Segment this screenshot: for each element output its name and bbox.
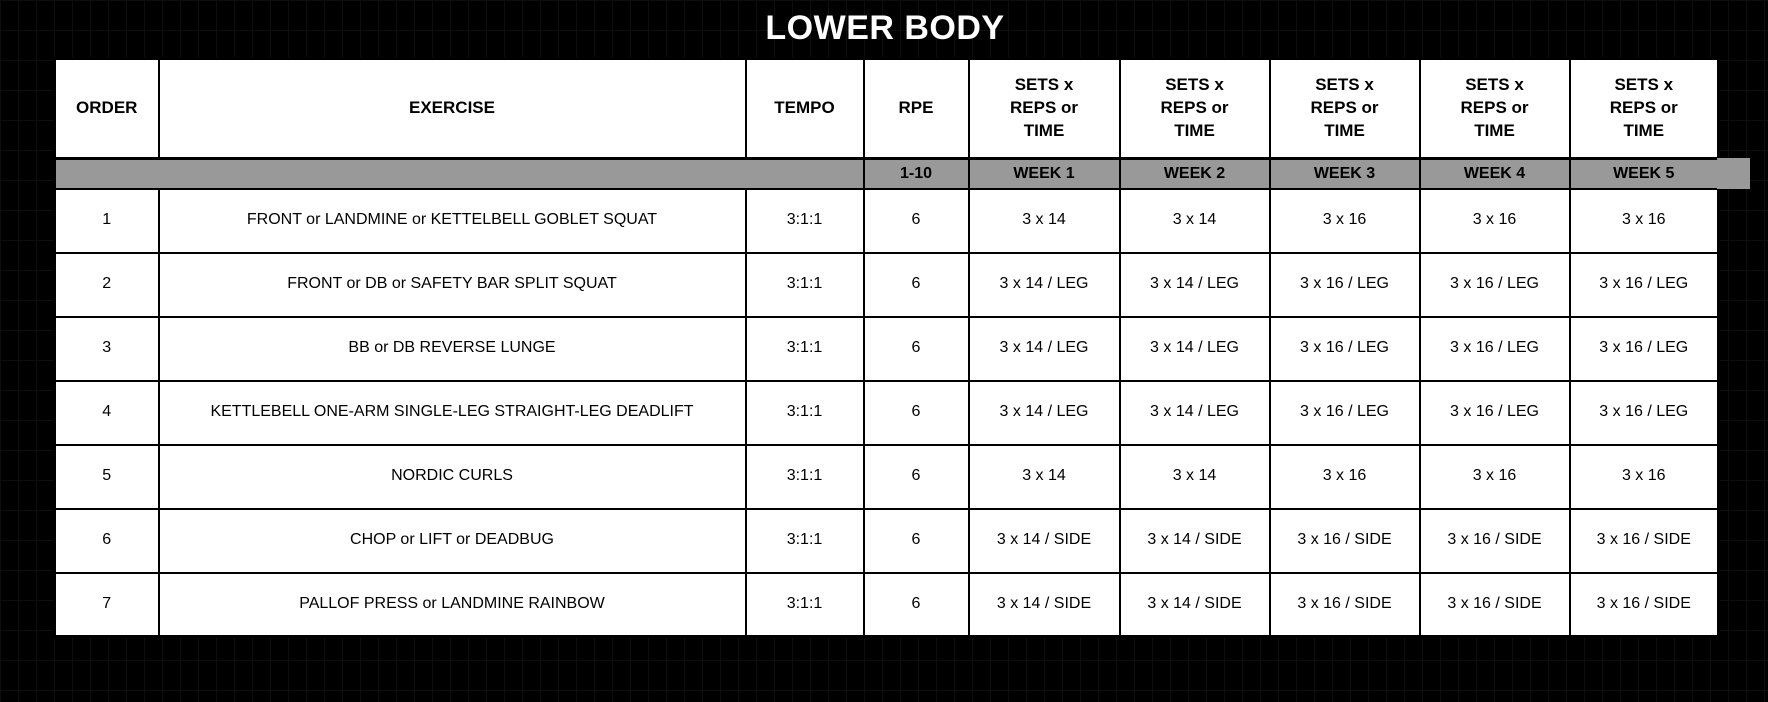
subheader-spacer	[53, 157, 865, 190]
week-3-value-cell: 3 x 16 / LEG	[1268, 315, 1421, 382]
week-4-value-cell: 3 x 16	[1418, 187, 1571, 254]
header-week-4-label: SETS x REPS or TIME	[1460, 75, 1529, 140]
header-order: ORDER	[53, 57, 160, 160]
header-exercise: EXERCISE	[157, 57, 747, 160]
tempo-cell: 3:1:1	[744, 571, 865, 638]
table-row: 2 FRONT or DB or SAFETY BAR SPLIT SQUAT …	[53, 251, 1720, 318]
rpe-cell: 6	[862, 507, 970, 574]
week-3-value-cell: 3 x 16	[1268, 187, 1421, 254]
week-3-value-cell: 3 x 16	[1268, 443, 1421, 510]
rpe-cell: 6	[862, 571, 970, 638]
rpe-cell: 6	[862, 379, 970, 446]
subheader-week-3: WEEK 3	[1268, 157, 1421, 190]
page-title: LOWER BODY	[765, 9, 1005, 47]
week-3-value-cell: 3 x 16 / SIDE	[1268, 507, 1421, 574]
exercise-cell: KETTLEBELL ONE-ARM SINGLE-LEG STRAIGHT-L…	[157, 379, 747, 446]
header-week-1: SETS x REPS or TIME	[967, 57, 1121, 160]
subheader-week-5: WEEK 5	[1568, 157, 1720, 190]
week-2-value-cell: 3 x 14 / LEG	[1118, 379, 1271, 446]
header-week-2: SETS x REPS or TIME	[1118, 57, 1271, 160]
week-1-value-cell: 3 x 14	[967, 443, 1121, 510]
subheader-week-1: WEEK 1	[967, 157, 1121, 190]
order-cell: 6	[53, 507, 160, 574]
week-4-value-cell: 3 x 16	[1418, 443, 1571, 510]
table-row: 4 KETTLEBELL ONE-ARM SINGLE-LEG STRAIGHT…	[53, 379, 1720, 446]
header-week-3: SETS x REPS or TIME	[1268, 57, 1421, 160]
week-1-value-cell: 3 x 14 / SIDE	[967, 571, 1121, 638]
header-week-3-label: SETS x REPS or TIME	[1310, 75, 1379, 140]
workout-table: ORDER EXERCISE TEMPO RPE SETS x REPS or …	[53, 57, 1720, 638]
exercise-cell: NORDIC CURLS	[157, 443, 747, 510]
order-cell: 1	[53, 187, 160, 254]
tempo-cell: 3:1:1	[744, 379, 865, 446]
header-tempo: TEMPO	[744, 57, 865, 160]
table-row: 3 BB or DB REVERSE LUNGE 3:1:1 6 3 x 14 …	[53, 315, 1720, 382]
week-2-value-cell: 3 x 14	[1118, 187, 1271, 254]
week-1-value-cell: 3 x 14	[967, 187, 1121, 254]
tempo-cell: 3:1:1	[744, 251, 865, 318]
table-row: 6 CHOP or LIFT or DEADBUG 3:1:1 6 3 x 14…	[53, 507, 1720, 574]
order-cell: 3	[53, 315, 160, 382]
exercise-cell: CHOP or LIFT or DEADBUG	[157, 507, 747, 574]
rpe-cell: 6	[862, 443, 970, 510]
week-5-value-cell: 3 x 16 / LEG	[1568, 379, 1720, 446]
week-5-value-cell: 3 x 16 / SIDE	[1568, 571, 1720, 638]
week-2-value-cell: 3 x 14	[1118, 443, 1271, 510]
header-week-5-label: SETS x REPS or TIME	[1609, 75, 1678, 140]
week-2-value-cell: 3 x 14 / LEG	[1118, 315, 1271, 382]
week-3-value-cell: 3 x 16 / SIDE	[1268, 571, 1421, 638]
week-2-value-cell: 3 x 14 / SIDE	[1118, 571, 1271, 638]
week-1-value-cell: 3 x 14 / LEG	[967, 379, 1121, 446]
header-week-1-label: SETS x REPS or TIME	[1009, 75, 1079, 140]
week-2-value-cell: 3 x 14 / SIDE	[1118, 507, 1271, 574]
week-4-value-cell: 3 x 16 / LEG	[1418, 315, 1571, 382]
tempo-cell: 3:1:1	[744, 315, 865, 382]
week-5-value-cell: 3 x 16 / LEG	[1568, 315, 1720, 382]
week-3-value-cell: 3 x 16 / LEG	[1268, 251, 1421, 318]
subheader-band-overhang	[1717, 158, 1750, 189]
order-cell: 4	[53, 379, 160, 446]
week-5-value-cell: 3 x 16	[1568, 187, 1720, 254]
week-3-value-cell: 3 x 16 / LEG	[1268, 379, 1421, 446]
order-cell: 7	[53, 571, 160, 638]
week-5-value-cell: 3 x 16 / LEG	[1568, 251, 1720, 318]
header-week-2-label: SETS x REPS or TIME	[1160, 75, 1229, 140]
rpe-cell: 6	[862, 315, 970, 382]
exercise-cell: FRONT or LANDMINE or KETTELBELL GOBLET S…	[157, 187, 747, 254]
table-row: 1 FRONT or LANDMINE or KETTELBELL GOBLET…	[53, 187, 1720, 254]
week-4-value-cell: 3 x 16 / SIDE	[1418, 571, 1571, 638]
week-5-value-cell: 3 x 16	[1568, 443, 1720, 510]
tempo-cell: 3:1:1	[744, 443, 865, 510]
rpe-cell: 6	[862, 187, 970, 254]
table-row: 7 PALLOF PRESS or LANDMINE RAINBOW 3:1:1…	[53, 571, 1720, 638]
week-4-value-cell: 3 x 16 / SIDE	[1418, 507, 1571, 574]
exercise-cell: FRONT or DB or SAFETY BAR SPLIT SQUAT	[157, 251, 747, 318]
order-cell: 5	[53, 443, 160, 510]
subheader-row: 1-10 WEEK 1 WEEK 2 WEEK 3 WEEK 4 WEEK 5	[53, 157, 1720, 190]
subheader-week-2: WEEK 2	[1118, 157, 1271, 190]
title-bar: LOWER BODY	[53, 0, 1717, 57]
week-4-value-cell: 3 x 16 / LEG	[1418, 379, 1571, 446]
header-week-4: SETS x REPS or TIME	[1418, 57, 1571, 160]
subheader-week-4: WEEK 4	[1418, 157, 1571, 190]
header-row: ORDER EXERCISE TEMPO RPE SETS x REPS or …	[53, 57, 1720, 160]
tempo-cell: 3:1:1	[744, 187, 865, 254]
week-4-value-cell: 3 x 16 / LEG	[1418, 251, 1571, 318]
exercise-cell: BB or DB REVERSE LUNGE	[157, 315, 747, 382]
week-2-value-cell: 3 x 14 / LEG	[1118, 251, 1271, 318]
subheader-rpe-scale: 1-10	[862, 157, 970, 190]
table-row: 5 NORDIC CURLS 3:1:1 6 3 x 14 3 x 14 3 x…	[53, 443, 1720, 510]
week-5-value-cell: 3 x 16 / SIDE	[1568, 507, 1720, 574]
exercise-cell: PALLOF PRESS or LANDMINE RAINBOW	[157, 571, 747, 638]
order-cell: 2	[53, 251, 160, 318]
tempo-cell: 3:1:1	[744, 507, 865, 574]
header-rpe: RPE	[862, 57, 970, 160]
week-1-value-cell: 3 x 14 / LEG	[967, 315, 1121, 382]
week-1-value-cell: 3 x 14 / SIDE	[967, 507, 1121, 574]
rpe-cell: 6	[862, 251, 970, 318]
week-1-value-cell: 3 x 14 / LEG	[967, 251, 1121, 318]
header-week-5: SETS x REPS or TIME	[1568, 57, 1720, 160]
